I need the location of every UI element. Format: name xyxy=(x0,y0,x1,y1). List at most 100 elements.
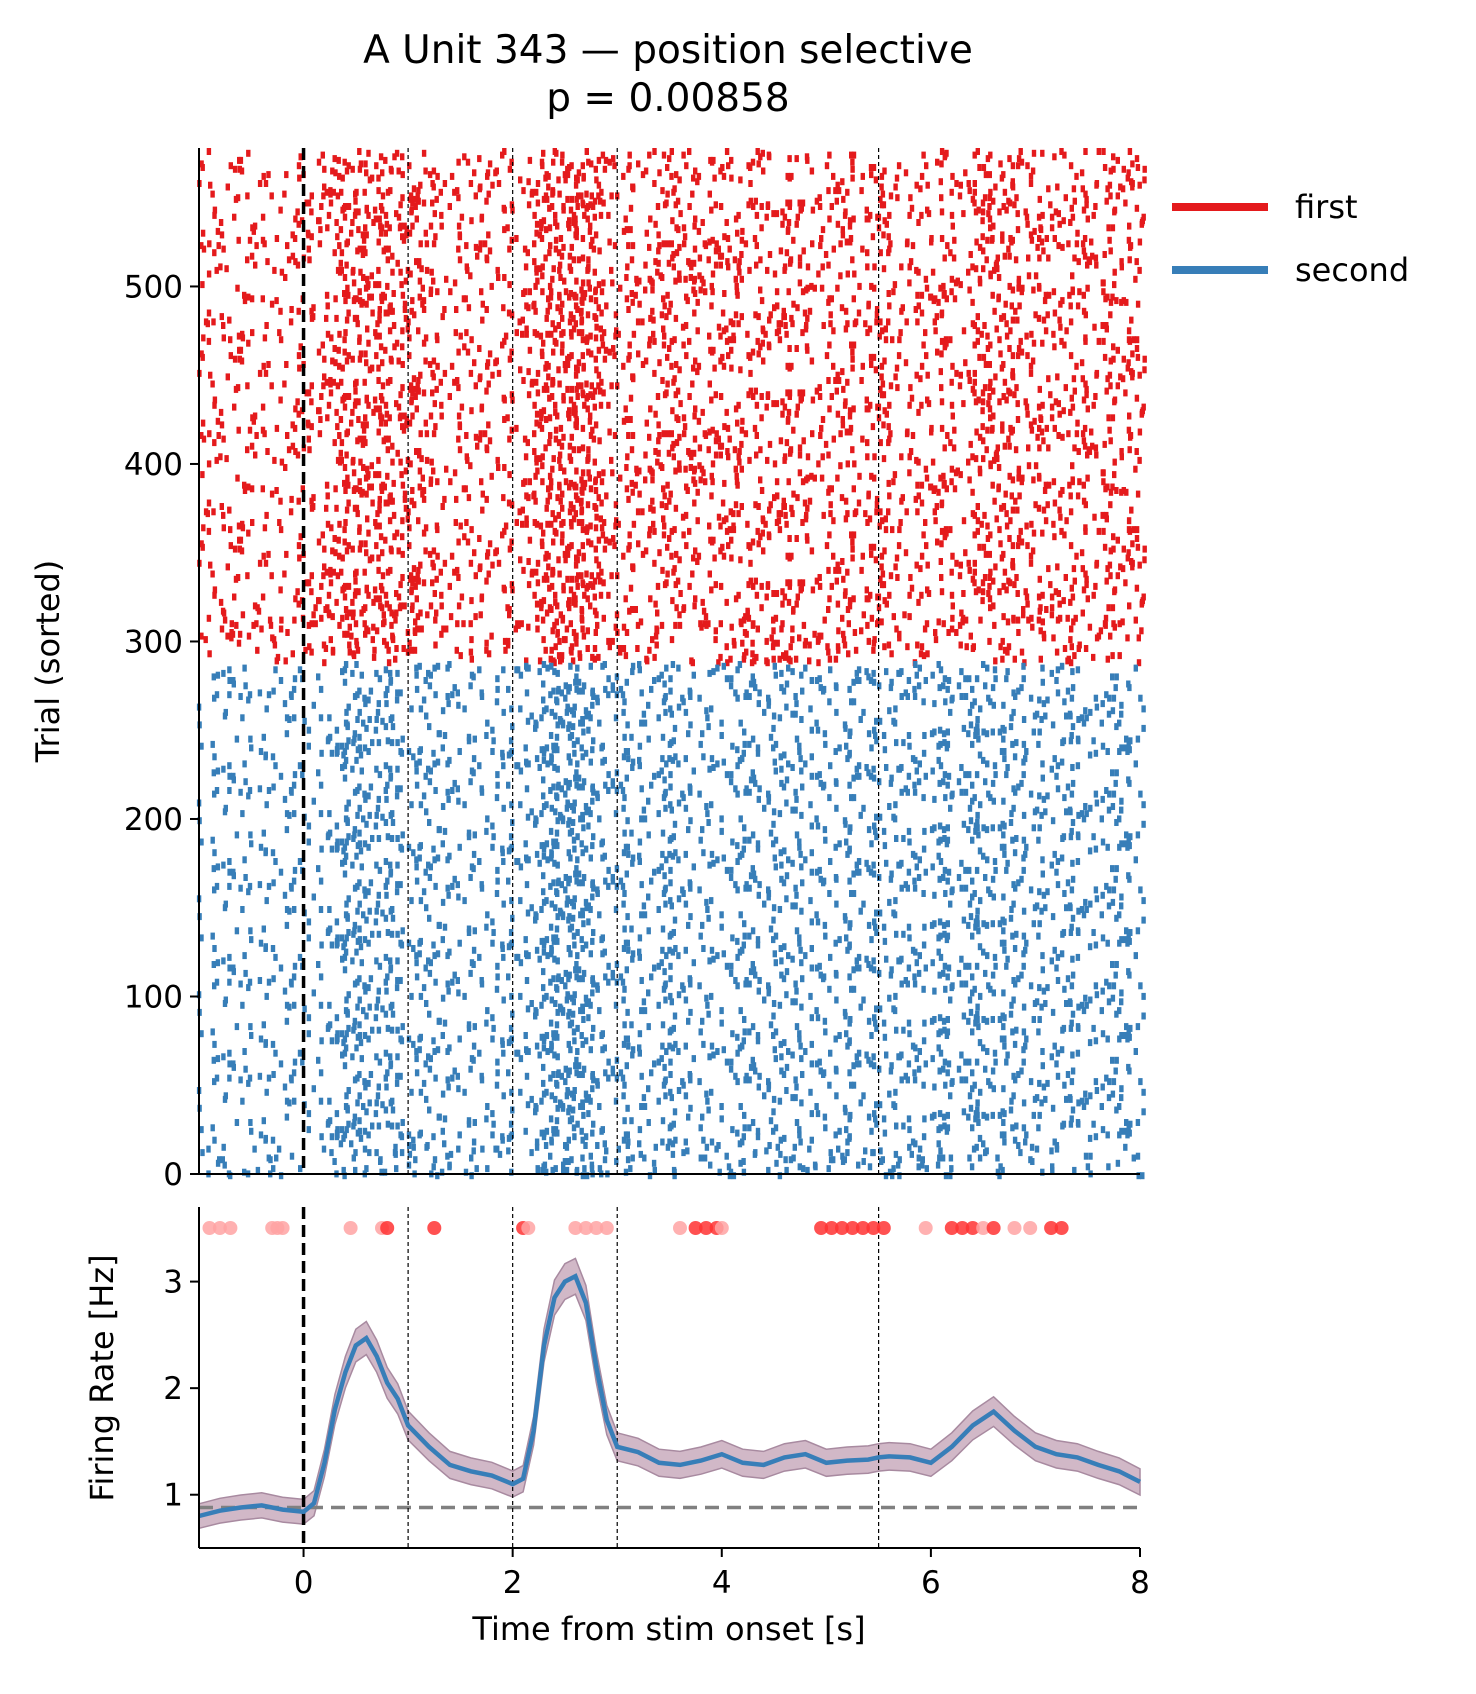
spike xyxy=(972,341,977,349)
spike xyxy=(346,499,351,507)
spike xyxy=(1129,506,1134,514)
spike xyxy=(1135,1119,1141,1126)
spike xyxy=(574,1069,579,1077)
spike xyxy=(849,341,854,349)
spike xyxy=(215,417,221,425)
spike xyxy=(624,485,630,493)
spike xyxy=(349,419,354,427)
spike xyxy=(561,393,566,400)
spike xyxy=(661,515,666,523)
spike xyxy=(562,467,567,475)
spike xyxy=(655,458,660,466)
spike xyxy=(439,412,444,420)
spike xyxy=(850,355,855,363)
spike xyxy=(647,275,652,283)
spike xyxy=(732,641,737,649)
spike xyxy=(485,362,490,370)
spike xyxy=(755,148,760,155)
spike xyxy=(490,371,495,379)
spike xyxy=(1057,410,1062,418)
spike xyxy=(789,362,794,370)
spike xyxy=(1019,158,1025,166)
spike xyxy=(574,554,579,562)
spike xyxy=(288,318,294,326)
spike xyxy=(677,433,682,441)
spike xyxy=(471,1138,477,1146)
spike xyxy=(468,369,474,377)
spike xyxy=(680,513,686,521)
spike xyxy=(1130,563,1135,571)
spike xyxy=(1114,297,1119,305)
spike xyxy=(412,575,417,583)
spike xyxy=(1126,549,1131,557)
spike xyxy=(574,174,579,182)
spike xyxy=(598,515,603,523)
spike xyxy=(330,547,335,555)
spike xyxy=(571,515,577,523)
spike xyxy=(469,217,474,225)
spike xyxy=(1048,391,1053,399)
spike xyxy=(766,1081,772,1089)
spike xyxy=(1028,552,1034,560)
spike xyxy=(771,1095,777,1103)
spike xyxy=(860,172,865,180)
spike xyxy=(400,517,405,525)
spike xyxy=(388,492,393,500)
spike xyxy=(580,162,585,170)
spike xyxy=(394,590,399,597)
spike xyxy=(1006,643,1012,651)
spike xyxy=(836,1145,841,1153)
spike xyxy=(1126,526,1132,534)
spike xyxy=(430,369,435,377)
spike xyxy=(442,369,448,377)
spike xyxy=(601,469,606,477)
spike xyxy=(982,322,987,329)
spike xyxy=(1068,508,1074,516)
spike xyxy=(560,504,565,512)
spike xyxy=(445,1152,450,1160)
spike xyxy=(897,634,902,642)
spike xyxy=(568,396,574,404)
spike xyxy=(1039,1099,1044,1107)
spike xyxy=(282,570,287,578)
spike xyxy=(400,550,405,558)
spike xyxy=(337,330,342,338)
spike xyxy=(509,391,515,399)
spike xyxy=(894,625,899,633)
spike xyxy=(845,378,850,386)
spike xyxy=(548,242,553,250)
spike xyxy=(1128,1120,1133,1128)
spike xyxy=(567,293,572,301)
spike xyxy=(398,458,403,466)
spike xyxy=(502,416,507,423)
spike xyxy=(425,611,430,619)
spike xyxy=(671,453,676,461)
spike xyxy=(362,568,367,576)
spike xyxy=(1141,403,1146,411)
spike xyxy=(469,407,474,415)
spike xyxy=(856,1161,861,1169)
spike xyxy=(363,604,368,612)
spike xyxy=(695,178,700,186)
spike xyxy=(548,1115,554,1123)
spike xyxy=(840,226,845,234)
spike xyxy=(1118,563,1123,571)
spike xyxy=(1127,222,1132,230)
spike xyxy=(430,579,435,587)
spike xyxy=(758,153,763,161)
spike xyxy=(1012,655,1017,663)
spike xyxy=(709,586,714,594)
spike xyxy=(417,448,422,455)
spike xyxy=(557,291,562,299)
spike xyxy=(860,435,865,443)
spike xyxy=(882,597,887,605)
spike xyxy=(567,252,573,260)
spike xyxy=(447,203,452,210)
spike xyxy=(841,385,846,393)
spike xyxy=(973,588,979,596)
spike xyxy=(263,180,269,187)
spike xyxy=(1110,1090,1116,1098)
spike xyxy=(587,284,592,292)
spike xyxy=(1004,320,1009,328)
spike xyxy=(317,240,323,248)
